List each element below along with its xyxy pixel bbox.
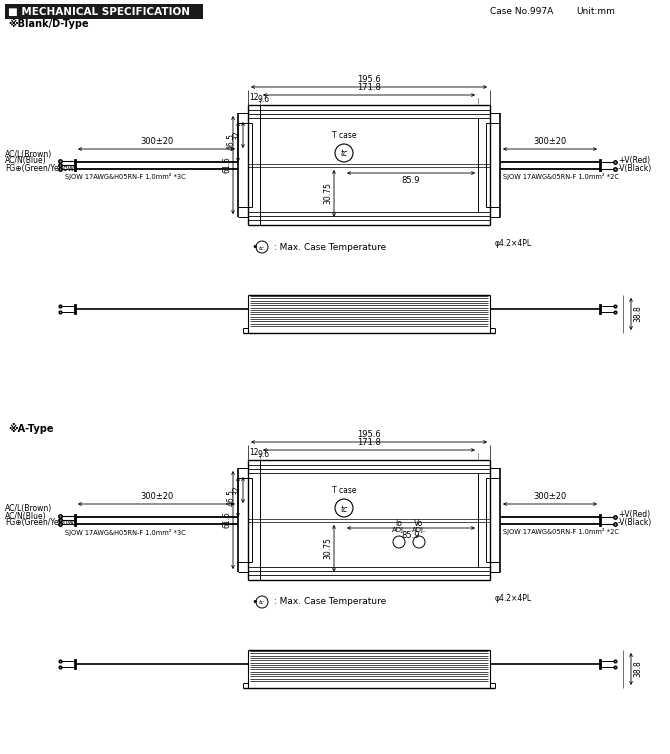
Text: 46.5: 46.5 [227,133,236,151]
Bar [5,4,203,19]
Text: 12: 12 [249,93,259,102]
Text: +V(Red): +V(Red) [618,155,650,164]
Circle shape [335,499,353,517]
Text: ADJ.: ADJ. [412,527,426,533]
Text: 46.5: 46.5 [227,489,236,505]
Text: FG⊕(Green/Yellow): FG⊕(Green/Yellow) [5,164,77,173]
Text: 61.5: 61.5 [222,511,231,529]
Text: Io: Io [395,519,403,528]
Text: T case: T case [332,131,356,140]
Text: •: • [252,242,258,252]
Text: Unit:mm: Unit:mm [576,8,615,17]
Text: AC/L(Brown): AC/L(Brown) [5,504,52,513]
Text: : Max. Case Temperature: : Max. Case Temperature [271,597,386,606]
Text: 32: 32 [232,485,241,495]
Text: 195.6: 195.6 [357,75,381,84]
Text: SJOW 17AWG&H05RN-F 1.0mm² *3C: SJOW 17AWG&H05RN-F 1.0mm² *3C [65,173,186,180]
Text: •: • [252,597,258,607]
Text: tc: tc [340,149,348,158]
Text: ※A-Type: ※A-Type [8,423,54,434]
Text: φ4.2×4PL: φ4.2×4PL [495,239,532,248]
Text: tc: tc [259,600,265,605]
Text: FG⊕(Green/Yellow): FG⊕(Green/Yellow) [5,519,77,528]
Text: 12: 12 [249,448,259,457]
Text: 300±20: 300±20 [140,492,173,501]
Circle shape [256,241,268,253]
Text: SJOW 17AWG&05RN-F 1.0mm² *2C: SJOW 17AWG&05RN-F 1.0mm² *2C [503,528,619,535]
Text: Case No.997A: Case No.997A [490,8,553,17]
Text: : Max. Case Temperature: : Max. Case Temperature [271,243,386,252]
Text: +V(Red): +V(Red) [618,510,650,520]
Text: 30.75: 30.75 [323,538,332,559]
Text: ■ MECHANICAL SPECIFICATION: ■ MECHANICAL SPECIFICATION [8,7,190,17]
Text: tc: tc [340,504,348,513]
Text: AC/L(Brown): AC/L(Brown) [5,149,52,158]
Text: ADJ.: ADJ. [392,527,406,533]
Text: 9.6: 9.6 [258,95,270,104]
Text: T case: T case [332,486,356,495]
Text: tc: tc [259,246,265,250]
Text: 300±20: 300±20 [140,137,173,146]
Circle shape [335,144,353,162]
Text: 30.75: 30.75 [323,182,332,204]
Text: 171.8: 171.8 [357,83,381,92]
Text: 61.5: 61.5 [222,157,231,173]
Text: 38.8: 38.8 [633,305,642,323]
Circle shape [393,536,405,548]
Text: 32: 32 [232,130,241,139]
Text: AC/N(Blue): AC/N(Blue) [5,511,47,520]
Text: SJOW 17AWG&05RN-F 1.0mm² *2C: SJOW 17AWG&05RN-F 1.0mm² *2C [503,173,619,180]
Text: 9.6: 9.6 [258,450,270,459]
Text: 85.9: 85.9 [402,531,420,540]
Text: 300±20: 300±20 [533,492,567,501]
Text: -V(Black): -V(Black) [618,519,653,528]
Text: φ4.2×4PL: φ4.2×4PL [495,594,532,603]
Text: AC/N(Blue): AC/N(Blue) [5,157,47,165]
Circle shape [413,536,425,548]
Text: 85.9: 85.9 [402,176,420,185]
Text: 38.8: 38.8 [633,661,642,677]
Text: 195.6: 195.6 [357,430,381,439]
Circle shape [256,596,268,608]
Text: 300±20: 300±20 [533,137,567,146]
Text: SJOW 17AWG&H05RN-F 1.0mm² *3C: SJOW 17AWG&H05RN-F 1.0mm² *3C [65,529,186,535]
Text: 171.8: 171.8 [357,438,381,447]
Text: Vo: Vo [414,519,423,528]
Text: ※Blank/D-Type: ※Blank/D-Type [8,18,88,29]
Text: -V(Black): -V(Black) [618,164,653,173]
